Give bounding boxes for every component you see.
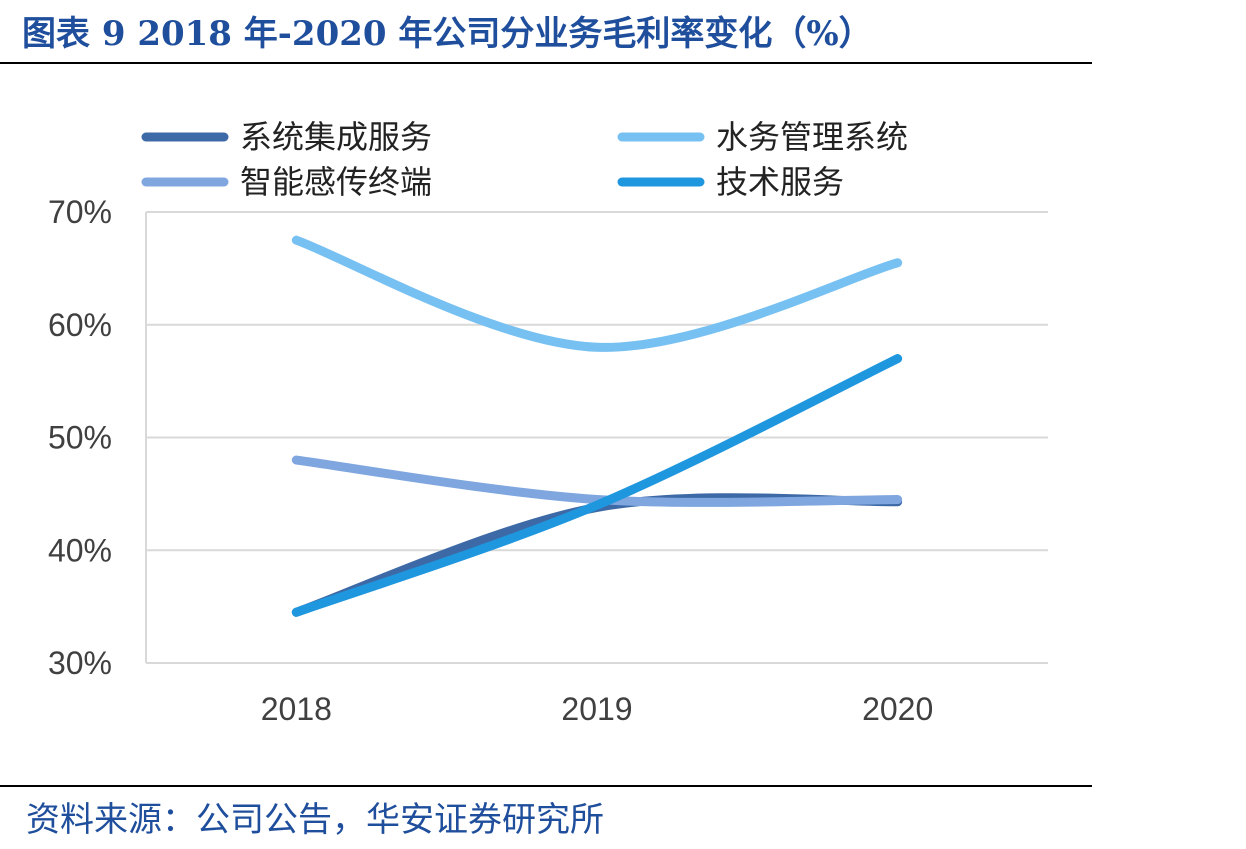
legend-label-3: 智能感传终端 — [240, 163, 432, 201]
chart-grid — [145, 211, 1048, 664]
x-tick-label: 2018 — [261, 691, 332, 727]
x-tick-label: 2019 — [561, 691, 632, 727]
y-tick-label: 60% — [48, 307, 112, 343]
chart-series — [291, 235, 903, 617]
y-tick-label: 30% — [48, 645, 112, 681]
y-axis-ticks: 30% 40% 50% 60% 70% — [48, 194, 112, 681]
legend-label-2: 水务管理系统 — [716, 118, 908, 156]
x-axis-ticks: 2018 2019 2020 — [261, 691, 934, 727]
chart-title: 图表 9 2018 年-2020 年公司分业务毛利率变化（%） — [22, 14, 873, 54]
series-line-1 — [291, 493, 903, 617]
series-line-3 — [291, 455, 903, 507]
y-tick-label: 70% — [48, 194, 112, 230]
series-line-2 — [291, 235, 903, 352]
y-tick-label: 40% — [48, 532, 112, 568]
source-divider — [0, 785, 1092, 787]
x-tick-label: 2020 — [862, 691, 933, 727]
legend-label-1: 系统集成服务 — [240, 118, 432, 156]
title-divider — [0, 62, 1092, 64]
legend-label-4: 技术服务 — [716, 163, 844, 201]
source-note: 资料来源：公司公告，华安证券研究所 — [26, 800, 604, 840]
y-tick-label: 50% — [48, 420, 112, 456]
series-line-4 — [291, 354, 903, 617]
